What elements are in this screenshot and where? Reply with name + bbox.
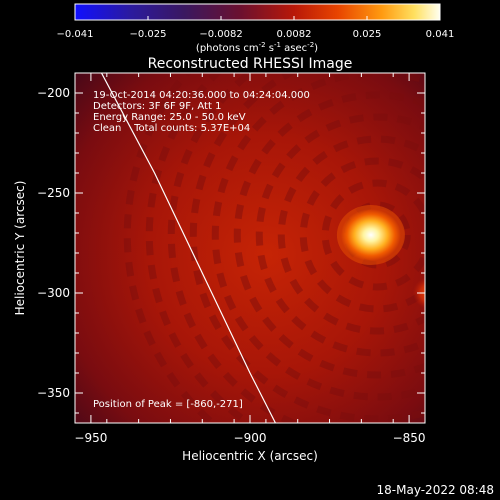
y-axis-ticks: −200 −250 −300 −350 bbox=[37, 72, 425, 414]
heatmap-image bbox=[75, 73, 500, 423]
footer-timestamp: 18-May-2022 08:48 bbox=[377, 483, 494, 497]
x-tick-label: −900 bbox=[234, 431, 267, 445]
info-line: Detectors: 3F 6F 9F, Att 1 bbox=[93, 101, 221, 112]
sidelobe-pattern bbox=[123, 73, 425, 423]
sidelobe-ring bbox=[299, 157, 425, 313]
source-blobs bbox=[336, 154, 500, 309]
info-line: 19-Oct-2014 04:20:36.000 to 04:24:04.000 bbox=[93, 90, 310, 101]
sidelobe-ring bbox=[189, 73, 425, 423]
colorbar-tick-label: 0.0082 bbox=[277, 29, 312, 40]
y-tick-label: −250 bbox=[37, 186, 70, 200]
x-tick-label: −850 bbox=[393, 431, 426, 445]
colorbar-unit-label: (photons cm-2 s-1 asec-2) bbox=[196, 41, 318, 54]
colorbar-tick-label: −0.041 bbox=[56, 29, 93, 40]
x-axis-ticks: −950−900−850−800 bbox=[74, 73, 426, 445]
colorbar-tick-label: 0.041 bbox=[426, 29, 455, 40]
chart-title: Reconstructed RHESSI Image bbox=[148, 56, 353, 72]
sidelobe-ring bbox=[255, 113, 425, 357]
info-line: Clean Total counts: 5.37E+04 bbox=[93, 123, 250, 134]
x-axis-label: Heliocentric X (arcsec) bbox=[182, 449, 318, 463]
sidelobe-ring bbox=[233, 91, 425, 379]
colorbar-tick-label: −0.025 bbox=[129, 29, 166, 40]
y-axis-label: Heliocentric Y (arcsec) bbox=[13, 181, 27, 316]
colorbar-ticks: −0.041 −0.025 −0.0082 0.0082 0.025 0.041 bbox=[56, 16, 454, 40]
secondary-source bbox=[480, 186, 500, 219]
colorbar-tick-label: 0.025 bbox=[353, 29, 382, 40]
peak-source bbox=[340, 209, 401, 261]
y-tick-label: −300 bbox=[37, 286, 70, 300]
colorbar bbox=[74, 3, 441, 21]
y-tick-label: −350 bbox=[37, 386, 70, 400]
colorbar-tick-label: −0.0082 bbox=[199, 29, 242, 40]
sidelobe-ring bbox=[321, 179, 425, 291]
y-tick-label: −200 bbox=[37, 86, 70, 100]
sidelobe-ring bbox=[211, 73, 425, 401]
solar-limb-curve bbox=[100, 73, 276, 423]
secondary-source bbox=[430, 154, 464, 185]
secondary-source bbox=[428, 227, 473, 268]
x-tick-label: −950 bbox=[74, 431, 107, 445]
info-block: 19-Oct-2014 04:20:36.000 to 04:24:04.000… bbox=[93, 90, 310, 134]
sidelobe-ring bbox=[277, 135, 425, 335]
info-line: Energy Range: 25.0 - 50.0 keV bbox=[93, 112, 246, 123]
sidelobe-ring bbox=[343, 201, 411, 269]
peak-position-label: Position of Peak = [-860,-271] bbox=[93, 399, 243, 410]
